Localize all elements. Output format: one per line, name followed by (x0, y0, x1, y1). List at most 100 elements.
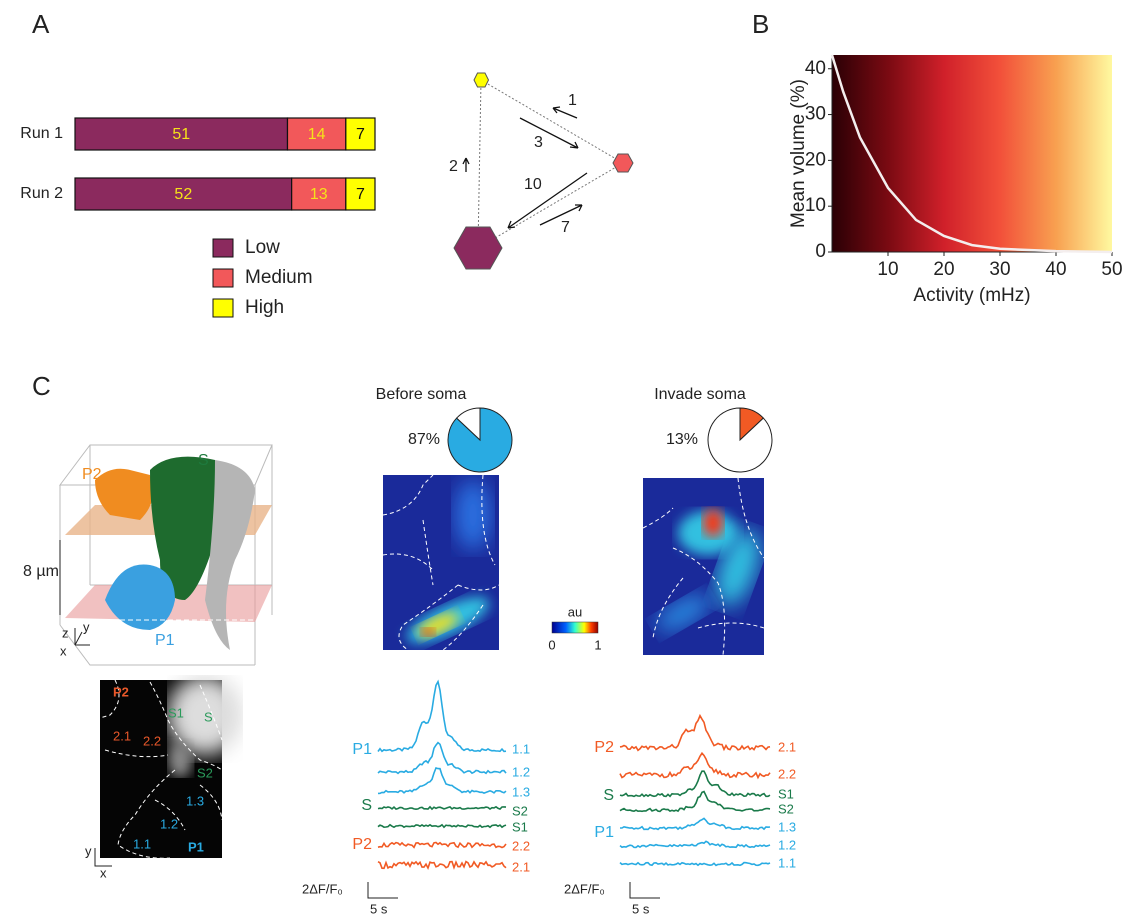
trace (378, 843, 506, 848)
scale-label: 2ΔF/F₀ (302, 881, 343, 896)
state-high (474, 73, 489, 87)
trace-label: 1.3 (512, 784, 530, 799)
pie-value-label: 87% (408, 431, 440, 448)
colorbar: au 0 1 (548, 604, 601, 652)
value-label: 14 (308, 126, 326, 143)
trace (620, 841, 770, 847)
pie-title: Before soma (376, 386, 467, 403)
trace (620, 863, 770, 866)
axis-label: z (62, 625, 69, 640)
x-tick-label: 40 (1045, 259, 1066, 280)
trace (378, 682, 506, 752)
trace-label: 2.1 (512, 859, 530, 874)
legend-swatch (213, 269, 233, 287)
legend-label: Low (245, 237, 280, 258)
glow (168, 742, 192, 778)
colorbar-tick: 0 (548, 637, 555, 652)
trace-label: 1.2 (512, 764, 530, 779)
panel-label: B (752, 9, 769, 39)
roi-label: 1.3 (186, 793, 204, 808)
colorbar-label: au (568, 604, 582, 619)
trace (620, 716, 770, 751)
trace-label: S2 (512, 803, 528, 818)
colorbar-tick: 1 (594, 637, 601, 652)
y-axis-label: Mean volume (%) (788, 79, 809, 228)
trace-label: S1 (512, 819, 528, 834)
trace (378, 807, 506, 809)
trace-group-label: P1 (594, 824, 614, 841)
roi-image: P2 S1 S 2.1 2.2 S2 1.3 1.2 1.1 P1 y x (85, 675, 243, 880)
transition-label: 7 (561, 219, 570, 236)
value-label: 7 (356, 126, 365, 143)
value-label: 51 (172, 126, 190, 143)
x-tick-label: 50 (1101, 259, 1122, 280)
roi-label: S1 (168, 705, 184, 720)
pie-title: Invade soma (654, 386, 746, 403)
trace-label: S2 (778, 801, 794, 816)
axis-label: x (100, 865, 107, 880)
panel-label: C (32, 371, 51, 401)
trace-label: 2.2 (778, 766, 796, 781)
transition-label: 1 (568, 92, 577, 109)
edge (478, 163, 623, 248)
trace-group-label: S (603, 787, 614, 804)
trace-group-label: P1 (352, 741, 372, 758)
value-label: 7 (356, 186, 365, 203)
trace (620, 753, 770, 777)
trace (378, 862, 506, 869)
trace-label: 1.2 (778, 837, 796, 852)
scale-label: 5 s (632, 901, 650, 916)
scale-label: 5 s (370, 901, 388, 916)
scale-bars (368, 882, 660, 898)
category-label: Run 1 (20, 125, 63, 142)
state-medium (613, 154, 633, 172)
y-tick-label: 40 (805, 58, 826, 79)
axis-label: y (83, 619, 90, 634)
roi-label: P2 (113, 684, 129, 699)
x-tick-label: 20 (933, 259, 954, 280)
trace-label: 2.2 (512, 838, 530, 853)
roi-label: S2 (197, 765, 213, 780)
transition-label: 10 (524, 176, 542, 193)
roi-label: 1.1 (133, 836, 151, 851)
edge (478, 80, 481, 248)
trace-group-label: P2 (594, 739, 614, 756)
structure-label: P2 (82, 466, 102, 483)
trace-label: 1.1 (778, 855, 796, 870)
x-axis-label: Activity (mHz) (913, 285, 1030, 306)
transition-label: 2 (449, 158, 458, 175)
roi-label: S (204, 709, 213, 724)
trace (378, 743, 506, 774)
trace-label: S1 (778, 786, 794, 801)
legend-swatch (213, 239, 233, 257)
trace-group-label: S (361, 797, 372, 814)
x-tick-label: 10 (877, 259, 898, 280)
trace (620, 818, 770, 829)
value-label: 13 (310, 186, 328, 203)
roi-label: 1.2 (160, 816, 178, 831)
x-tick-label: 30 (989, 259, 1010, 280)
trace-label: 1.1 (512, 741, 530, 756)
legend-swatch (213, 299, 233, 317)
heatmap-before (383, 475, 499, 652)
structure-label: S (198, 452, 209, 469)
heat-background (832, 55, 1112, 252)
transition-label: 3 (534, 134, 543, 151)
trace-label: 2.1 (778, 739, 796, 754)
trace-label: 1.3 (778, 819, 796, 834)
category-label: Run 2 (20, 185, 63, 202)
axis-label: y (85, 843, 92, 858)
roi-label: P1 (188, 839, 204, 854)
colorbar-gradient (552, 622, 598, 633)
trace-group-label: P2 (352, 836, 372, 853)
trace (378, 825, 506, 827)
y-tick-label: 0 (815, 241, 826, 262)
legend-label: High (245, 297, 284, 318)
state-low (454, 227, 502, 269)
value-label: 52 (174, 186, 192, 203)
roi-label: 2.1 (113, 728, 131, 743)
roi-label: 2.2 (143, 733, 161, 748)
render-3d: P2 S P1 8 µm z y x (23, 445, 272, 665)
figure: A B C 1 3 2 10 7 (0, 0, 1132, 918)
structure-label: P1 (155, 632, 175, 649)
